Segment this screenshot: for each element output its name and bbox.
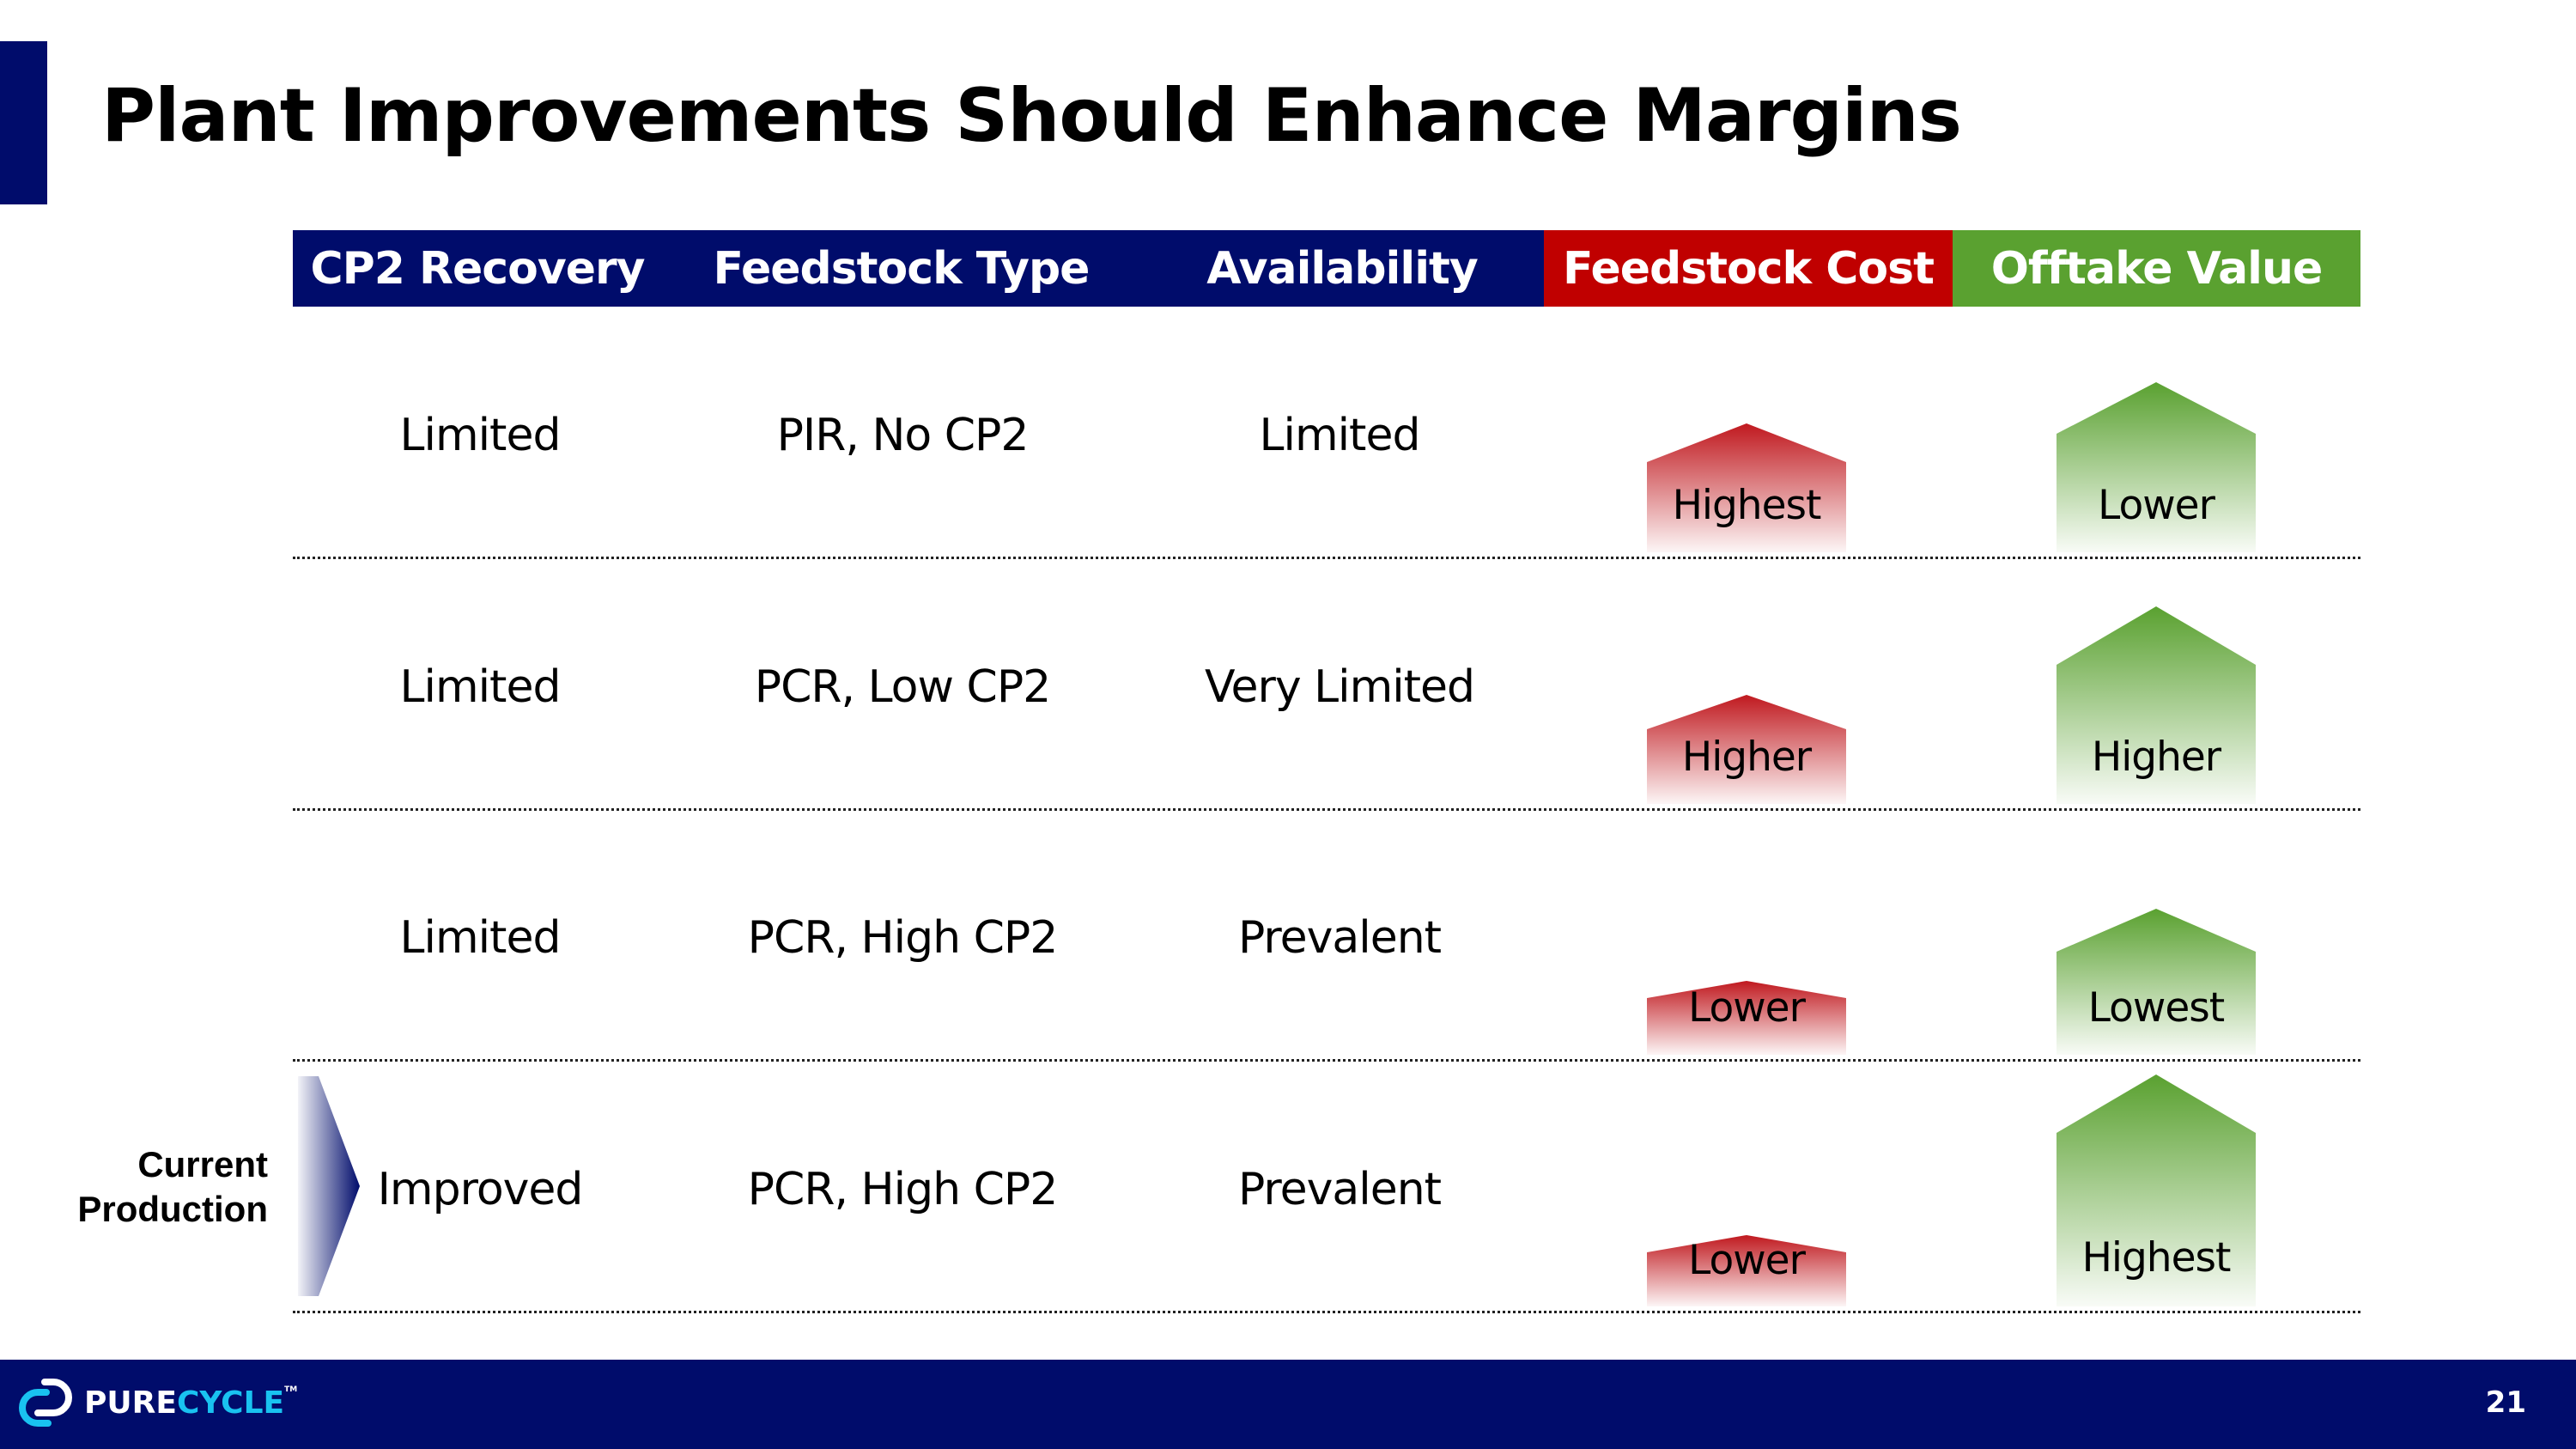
feedstock-cost-arrow: Lower <box>1647 1235 1846 1306</box>
table-row: Improved PCR, High CP2 Prevalent Lower H… <box>293 1062 2360 1313</box>
up-arrow-icon <box>2057 382 2256 552</box>
table-row: Limited PCR, Low CP2 Very Limited Higher… <box>293 560 2360 811</box>
up-arrow-icon <box>1647 981 1846 1055</box>
header-feedstock-type: Feedstock Type <box>662 230 1140 307</box>
up-arrow-icon <box>1647 423 1846 552</box>
availability-value: Very Limited <box>1204 661 1475 713</box>
feedstock-type-value: PCR, Low CP2 <box>754 661 1052 713</box>
availability-value: Prevalent <box>1237 912 1442 964</box>
footer-bar: PURECYCLETM 21 <box>0 1360 2576 1449</box>
recycle-arrows-icon <box>19 1379 72 1427</box>
title-accent-bar <box>0 41 47 204</box>
offtake-value-label: Higher <box>2091 734 2221 781</box>
offtake-value-arrow: Lower <box>2057 382 2256 552</box>
cp2-recovery-value: Limited <box>399 661 562 713</box>
feedstock-type-value: PIR, No CP2 <box>776 410 1030 461</box>
row-divider <box>293 1311 2360 1313</box>
feedstock-type-value: PCR, High CP2 <box>747 1164 1059 1215</box>
table-header: CP2 Recovery Feedstock Type Availability… <box>293 230 2360 307</box>
feedstock-cost-label: Highest <box>1672 482 1822 529</box>
logo-wordmark: PURECYCLETM <box>84 1385 297 1421</box>
table-row: Limited PCR, High CP2 Prevalent Lower Lo… <box>293 811 2360 1062</box>
row-divider <box>293 1059 2360 1062</box>
header-cp2-recovery: CP2 Recovery <box>293 230 662 307</box>
current-production-line1: Current <box>137 1144 268 1184</box>
page-number: 21 <box>2485 1385 2526 1420</box>
table-row: Limited PIR, No CP2 Limited Highest Lowe… <box>293 308 2360 559</box>
feedstock-type-value: PCR, High CP2 <box>747 912 1059 964</box>
offtake-value-arrow: Lowest <box>2057 909 2256 1055</box>
header-offtake-value: Offtake Value <box>1953 230 2360 307</box>
availability-value: Limited <box>1259 410 1421 461</box>
cp2-recovery-value: Improved <box>377 1164 584 1215</box>
offtake-value-label: Lower <box>2098 482 2215 529</box>
row-divider <box>293 808 2360 811</box>
cp2-recovery-value: Limited <box>399 912 562 964</box>
offtake-value-label: Lowest <box>2087 984 2225 1032</box>
cp2-recovery-value: Limited <box>399 410 562 461</box>
availability-value: Prevalent <box>1237 1164 1442 1215</box>
slide-title: Plant Improvements Should Enhance Margin… <box>101 73 1962 159</box>
offtake-value-label: Highest <box>2081 1234 2232 1282</box>
chevron-right-icon <box>298 1076 360 1296</box>
feedstock-cost-arrow: Higher <box>1647 695 1846 804</box>
offtake-value-arrow: Highest <box>2057 1075 2256 1306</box>
up-arrow-icon <box>2057 1075 2256 1306</box>
feedstock-cost-arrow: Lower <box>1647 981 1846 1055</box>
purecycle-logo: PURECYCLETM <box>19 1379 297 1427</box>
logo-pure: PURE <box>84 1385 177 1421</box>
current-production-label: Current Production <box>77 1142 268 1232</box>
header-availability: Availability <box>1140 230 1544 307</box>
feedstock-cost-label: Higher <box>1681 734 1812 781</box>
feedstock-cost-arrow: Highest <box>1647 423 1846 552</box>
feedstock-cost-label: Lower <box>1688 984 1806 1032</box>
header-feedstock-cost: Feedstock Cost <box>1544 230 1953 307</box>
current-production-line2: Production <box>77 1189 268 1229</box>
offtake-value-arrow: Higher <box>2057 606 2256 804</box>
up-arrow-icon <box>1647 1235 1846 1306</box>
logo-cycle: CYCLE <box>176 1385 285 1421</box>
logo-trademark: TM <box>284 1385 298 1394</box>
up-arrow-icon <box>1647 695 1846 804</box>
up-arrow-icon <box>2057 909 2256 1055</box>
up-arrow-icon <box>2057 606 2256 804</box>
feedstock-cost-label: Lower <box>1688 1237 1806 1284</box>
row-divider <box>293 557 2360 559</box>
